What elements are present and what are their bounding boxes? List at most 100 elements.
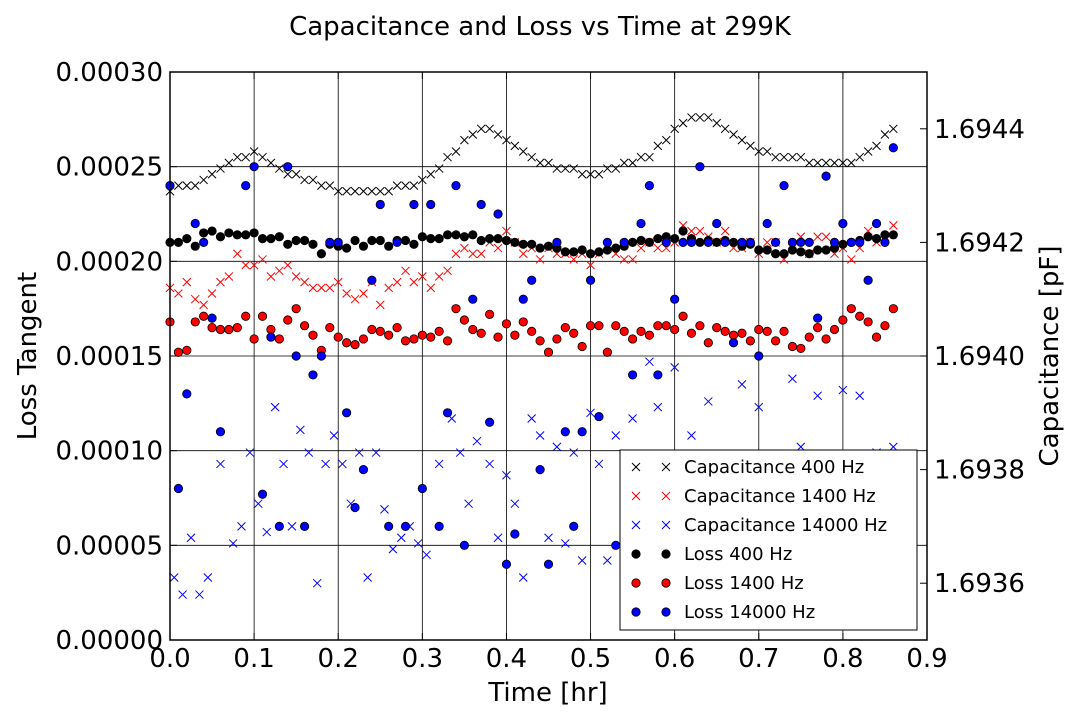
data-point-x [422, 550, 431, 560]
data-point [653, 370, 663, 380]
data-point-x [645, 357, 654, 367]
data-point-x [350, 294, 360, 304]
data-point [821, 171, 831, 181]
data-point [173, 237, 184, 247]
data-point-x [788, 374, 797, 384]
data-point-x [207, 169, 217, 179]
data-point [695, 237, 705, 247]
data-point-x [544, 533, 553, 543]
data-point [358, 334, 369, 344]
data-point-x [670, 124, 680, 134]
y-left-tick-label: 0.00020 [55, 247, 163, 277]
data-point [342, 338, 352, 348]
data-point [770, 237, 781, 247]
data-point-x [535, 431, 545, 440]
data-point-x [207, 289, 217, 298]
data-point [678, 226, 688, 236]
data-point-x [889, 221, 898, 230]
data-point [358, 464, 369, 475]
x-axis-label: Time [hr] [487, 678, 607, 708]
data-point-x [493, 130, 503, 139]
data-point-x [485, 459, 494, 469]
y-axis-right-label: Capacitance [pF] [1035, 246, 1065, 467]
data-point [670, 324, 680, 335]
data-point-x [249, 147, 259, 156]
data-point-x [232, 152, 242, 162]
data-point [485, 417, 495, 427]
data-point-x [712, 118, 722, 128]
legend-marker-x [661, 462, 671, 472]
x-tick-label: 0.7 [738, 644, 779, 674]
data-point [787, 245, 798, 255]
data-point [190, 218, 200, 229]
data-point [274, 334, 284, 344]
data-point [342, 243, 352, 253]
data-point [173, 483, 184, 494]
data-point [257, 489, 268, 499]
data-point [316, 249, 326, 259]
data-point-x [821, 158, 831, 168]
data-point [375, 235, 385, 246]
data-point [737, 237, 747, 247]
data-point [737, 328, 747, 338]
data-point-x [195, 590, 204, 599]
data-point [846, 237, 856, 247]
data-point [241, 230, 251, 240]
data-point [367, 235, 377, 246]
y-left-tick-label: 0.00025 [55, 153, 163, 183]
data-point-x [296, 425, 305, 435]
data-point [257, 234, 268, 244]
data-point-x [174, 181, 183, 190]
data-point-x [413, 539, 423, 548]
legend-marker [661, 607, 671, 617]
data-point-x [443, 266, 452, 276]
data-point [257, 311, 268, 321]
data-point-x [367, 186, 377, 196]
data-point-x [586, 260, 595, 270]
legend-item: Loss 400 Hz [631, 544, 792, 565]
data-point-x [762, 238, 772, 247]
data-point [501, 235, 512, 246]
data-point [409, 239, 419, 249]
data-point [215, 427, 226, 437]
data-point-x [169, 573, 179, 582]
data-point-x [388, 544, 398, 554]
data-point-x [804, 158, 814, 168]
data-point [442, 408, 453, 418]
data-point [182, 234, 192, 244]
data-point-x [720, 226, 730, 236]
data-point [577, 341, 587, 352]
data-point [770, 336, 781, 346]
legend-marker-x [661, 491, 671, 501]
data-point [695, 321, 705, 331]
data-point [695, 162, 705, 172]
data-point [199, 228, 209, 238]
data-point-x [375, 300, 385, 310]
data-point [426, 234, 436, 244]
y-left-tick-label: 0.00030 [55, 58, 163, 88]
legend-item: Capacitance 1400 Hz [631, 486, 876, 507]
data-point [501, 559, 512, 569]
data-point [308, 370, 318, 380]
data-point [653, 321, 663, 331]
data-point-x [417, 272, 427, 281]
data-point-x [594, 169, 604, 179]
data-point [249, 162, 259, 172]
data-point-x [552, 164, 562, 173]
data-point [888, 230, 898, 240]
data-point [510, 529, 520, 539]
data-point [190, 317, 200, 327]
data-point [266, 332, 276, 342]
series-capacitance-1400-hz [165, 221, 898, 310]
data-point-x [434, 459, 444, 469]
x-axis: 0.0 0.1 0.2 0.3 0.4 0.5 0.6 0.7 0.8 0.9 [149, 72, 948, 674]
data-point [409, 199, 419, 210]
data-point-x [788, 152, 797, 162]
data-point-x [279, 459, 288, 469]
data-point [384, 241, 394, 251]
data-point-x [426, 169, 436, 179]
data-point [871, 218, 882, 229]
data-point-x [510, 499, 520, 509]
data-point [728, 330, 739, 340]
data-point-x [409, 277, 419, 287]
